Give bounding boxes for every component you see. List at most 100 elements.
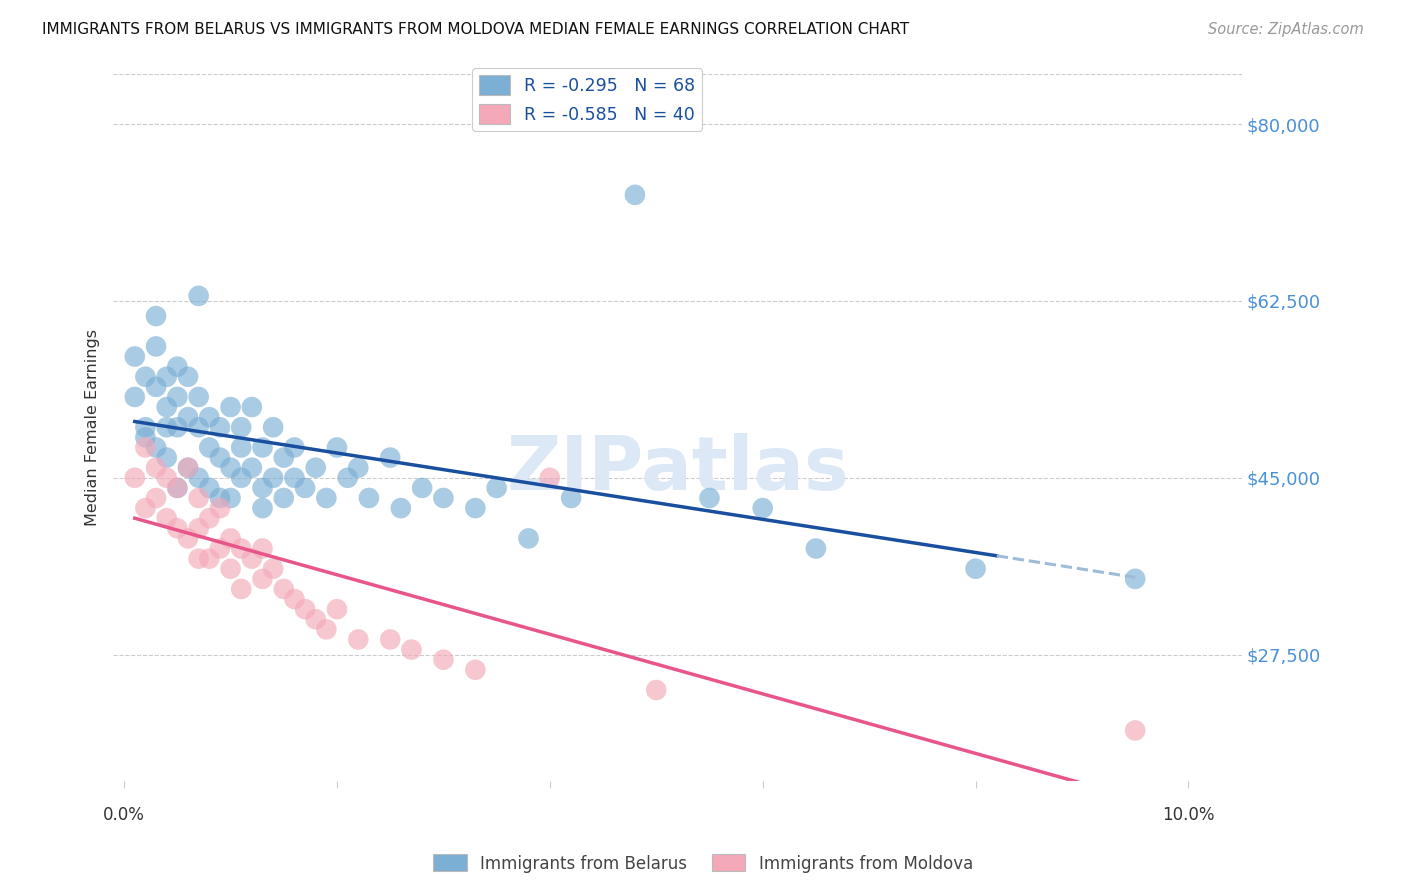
Point [219, 460, 242, 475]
Point [187, 471, 209, 485]
Point [166, 359, 188, 374]
Point [347, 632, 370, 647]
Point [156, 471, 179, 485]
Point [177, 410, 200, 425]
Point [315, 623, 337, 637]
Point [326, 441, 349, 455]
Point [432, 491, 454, 505]
Point [231, 471, 253, 485]
Point [145, 380, 167, 394]
Point [294, 481, 316, 495]
Point [134, 501, 156, 516]
Point [517, 532, 540, 546]
Point [283, 471, 305, 485]
Point [208, 541, 231, 556]
Point [240, 460, 263, 475]
Point [187, 551, 209, 566]
Legend: R = -0.295   N = 68, R = -0.585   N = 40: R = -0.295 N = 68, R = -0.585 N = 40 [472, 68, 703, 131]
Point [198, 441, 221, 455]
Point [208, 501, 231, 516]
Point [198, 551, 221, 566]
Point [411, 481, 433, 495]
Point [156, 420, 179, 434]
Point [252, 441, 274, 455]
Point [252, 572, 274, 586]
Legend: Immigrants from Belarus, Immigrants from Moldova: Immigrants from Belarus, Immigrants from… [426, 847, 980, 880]
Point [965, 562, 987, 576]
Point [538, 471, 561, 485]
Point [432, 653, 454, 667]
Point [305, 612, 328, 626]
Point [283, 592, 305, 607]
Point [262, 420, 284, 434]
Text: Source: ZipAtlas.com: Source: ZipAtlas.com [1208, 22, 1364, 37]
Point [124, 471, 146, 485]
Point [124, 390, 146, 404]
Point [1123, 723, 1146, 738]
Point [252, 481, 274, 495]
Point [401, 642, 423, 657]
Point [262, 562, 284, 576]
Point [177, 460, 200, 475]
Point [166, 521, 188, 535]
Point [219, 400, 242, 414]
Point [187, 521, 209, 535]
Point [240, 551, 263, 566]
Point [145, 441, 167, 455]
Point [156, 400, 179, 414]
Point [751, 501, 773, 516]
Text: ZIPatlas: ZIPatlas [506, 434, 849, 506]
Point [219, 532, 242, 546]
Point [166, 420, 188, 434]
Point [156, 450, 179, 465]
Point [262, 471, 284, 485]
Point [166, 481, 188, 495]
Point [305, 460, 328, 475]
Point [273, 450, 295, 465]
Point [485, 481, 508, 495]
Point [124, 350, 146, 364]
Point [380, 632, 402, 647]
Point [283, 441, 305, 455]
Point [336, 471, 359, 485]
Point [145, 339, 167, 353]
Point [231, 582, 253, 596]
Point [156, 369, 179, 384]
Point [560, 491, 582, 505]
Point [240, 400, 263, 414]
Point [326, 602, 349, 616]
Point [166, 390, 188, 404]
Point [347, 460, 370, 475]
Point [198, 481, 221, 495]
Point [208, 420, 231, 434]
Point [357, 491, 380, 505]
Point [145, 491, 167, 505]
Point [231, 541, 253, 556]
Point [273, 491, 295, 505]
Point [187, 491, 209, 505]
Point [134, 369, 156, 384]
Text: 0.0%: 0.0% [103, 806, 145, 824]
Point [134, 441, 156, 455]
Point [464, 501, 486, 516]
Point [187, 420, 209, 434]
Point [464, 663, 486, 677]
Point [208, 450, 231, 465]
Point [252, 541, 274, 556]
Point [187, 289, 209, 303]
Point [134, 430, 156, 444]
Y-axis label: Median Female Earnings: Median Female Earnings [86, 329, 100, 525]
Point [294, 602, 316, 616]
Point [389, 501, 412, 516]
Point [231, 420, 253, 434]
Point [219, 562, 242, 576]
Point [804, 541, 827, 556]
Point [699, 491, 721, 505]
Point [208, 491, 231, 505]
Point [315, 491, 337, 505]
Text: 10.0%: 10.0% [1163, 806, 1215, 824]
Point [380, 450, 402, 465]
Point [156, 511, 179, 525]
Point [231, 441, 253, 455]
Point [219, 491, 242, 505]
